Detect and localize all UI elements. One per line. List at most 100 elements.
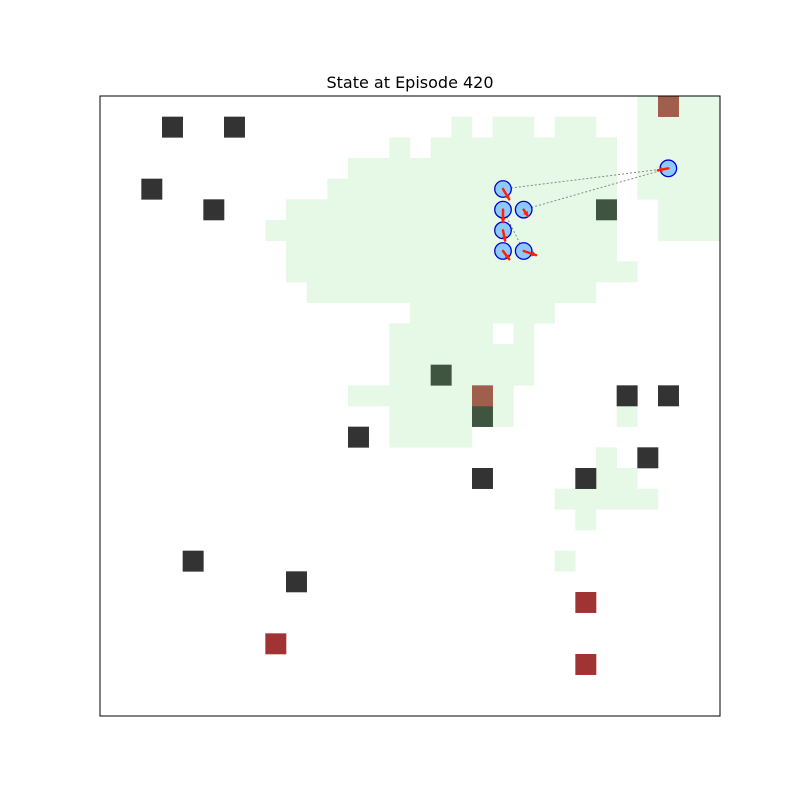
explored-cell bbox=[637, 96, 659, 117]
explored-cell bbox=[678, 116, 700, 138]
explored-cell bbox=[430, 323, 452, 345]
obstacle-cell bbox=[141, 178, 163, 200]
explored-cell bbox=[513, 178, 535, 200]
explored-cell bbox=[327, 220, 349, 241]
heading-arrowhead bbox=[501, 236, 508, 241]
hazard-cell bbox=[575, 592, 597, 613]
explored-cell bbox=[348, 220, 369, 241]
explored-cell bbox=[368, 282, 390, 303]
explored-hazard-cell bbox=[658, 96, 679, 117]
explored-cell bbox=[348, 158, 369, 179]
explored-cell bbox=[554, 199, 576, 221]
explored-cell bbox=[348, 178, 369, 200]
explored-cell bbox=[389, 364, 411, 386]
explored-cell bbox=[451, 240, 473, 262]
explored-cell bbox=[678, 178, 700, 200]
explored-cell bbox=[534, 199, 555, 221]
explored-cell bbox=[430, 344, 452, 365]
explored-cell bbox=[596, 240, 617, 262]
heading-arrowhead bbox=[504, 254, 510, 260]
explored-cell bbox=[637, 178, 659, 200]
explored-cell bbox=[513, 137, 535, 159]
obstacle-cell bbox=[182, 550, 204, 572]
explored-cell bbox=[637, 116, 659, 138]
explored-cell bbox=[410, 178, 431, 200]
explored-cell bbox=[658, 220, 679, 241]
explored-cell bbox=[389, 158, 411, 179]
hazard-cell bbox=[575, 654, 597, 675]
explored-cell bbox=[368, 199, 390, 221]
explored-cell bbox=[451, 137, 473, 159]
explored-cell bbox=[554, 137, 576, 159]
explored-cell bbox=[368, 158, 390, 179]
axes-frame bbox=[99, 95, 721, 717]
explored-cell bbox=[575, 509, 597, 531]
explored-cell bbox=[389, 240, 411, 262]
explored-cell bbox=[327, 199, 349, 221]
explored-cell bbox=[410, 158, 431, 179]
plot-area bbox=[99, 95, 721, 717]
explored-cell bbox=[430, 178, 452, 200]
explored-cell bbox=[699, 220, 721, 241]
explored-cell bbox=[492, 158, 514, 179]
explored-cell bbox=[513, 364, 535, 386]
explored-cell bbox=[658, 199, 679, 221]
explored-cell bbox=[451, 385, 473, 407]
explored-hazard-cell bbox=[472, 385, 493, 407]
explored-cell bbox=[472, 261, 493, 283]
explored-cell bbox=[492, 261, 514, 283]
explored-cell bbox=[451, 406, 473, 427]
explored-cell bbox=[554, 261, 576, 283]
explored-cell bbox=[513, 116, 535, 138]
obstacle-cell bbox=[203, 199, 225, 221]
explored-cell bbox=[327, 178, 349, 200]
explored-cell bbox=[451, 158, 473, 179]
explored-cell bbox=[348, 282, 369, 303]
explored-cell bbox=[596, 137, 617, 159]
heading-arrowhead bbox=[504, 194, 510, 200]
explored-cell bbox=[699, 199, 721, 221]
explored-cell bbox=[678, 220, 700, 241]
explored-cell bbox=[492, 116, 514, 138]
explored-cell bbox=[492, 406, 514, 427]
explored-target-cell bbox=[596, 199, 617, 221]
explored-cell bbox=[410, 364, 431, 386]
explored-target-cell bbox=[430, 364, 452, 386]
explored-cell bbox=[575, 178, 597, 200]
explored-cell bbox=[410, 261, 431, 283]
explored-cell bbox=[596, 261, 617, 283]
heading-arrowhead bbox=[523, 210, 528, 216]
explored-cell bbox=[410, 220, 431, 241]
obstacle-cell bbox=[162, 116, 183, 138]
explored-cell bbox=[678, 199, 700, 221]
explored-cell bbox=[389, 344, 411, 365]
obstacle-cell bbox=[616, 385, 638, 407]
explored-cell bbox=[389, 137, 411, 159]
explored-cell bbox=[513, 158, 535, 179]
explored-cell bbox=[451, 178, 473, 200]
hazard-cell bbox=[265, 633, 287, 655]
explored-cell bbox=[637, 158, 659, 179]
explored-cell bbox=[513, 302, 535, 324]
explored-cell bbox=[368, 178, 390, 200]
explored-cell bbox=[554, 488, 576, 510]
explored-cell bbox=[554, 550, 576, 572]
explored-cell bbox=[472, 137, 493, 159]
chart-title: State at Episode 420 bbox=[326, 73, 493, 92]
explored-cell bbox=[616, 261, 638, 283]
explored-cell bbox=[430, 385, 452, 407]
explored-cell bbox=[430, 261, 452, 283]
explored-cell bbox=[430, 302, 452, 324]
explored-cell bbox=[327, 261, 349, 283]
explored-cell bbox=[286, 199, 307, 221]
explored-cell bbox=[596, 488, 617, 510]
obstacle-cell bbox=[472, 468, 493, 489]
explored-cell bbox=[430, 426, 452, 448]
explored-cell bbox=[699, 116, 721, 138]
explored-cell bbox=[286, 220, 307, 241]
explored-cell bbox=[389, 220, 411, 241]
explored-cell bbox=[451, 426, 473, 448]
explored-cell bbox=[410, 426, 431, 448]
explored-cell bbox=[286, 261, 307, 283]
